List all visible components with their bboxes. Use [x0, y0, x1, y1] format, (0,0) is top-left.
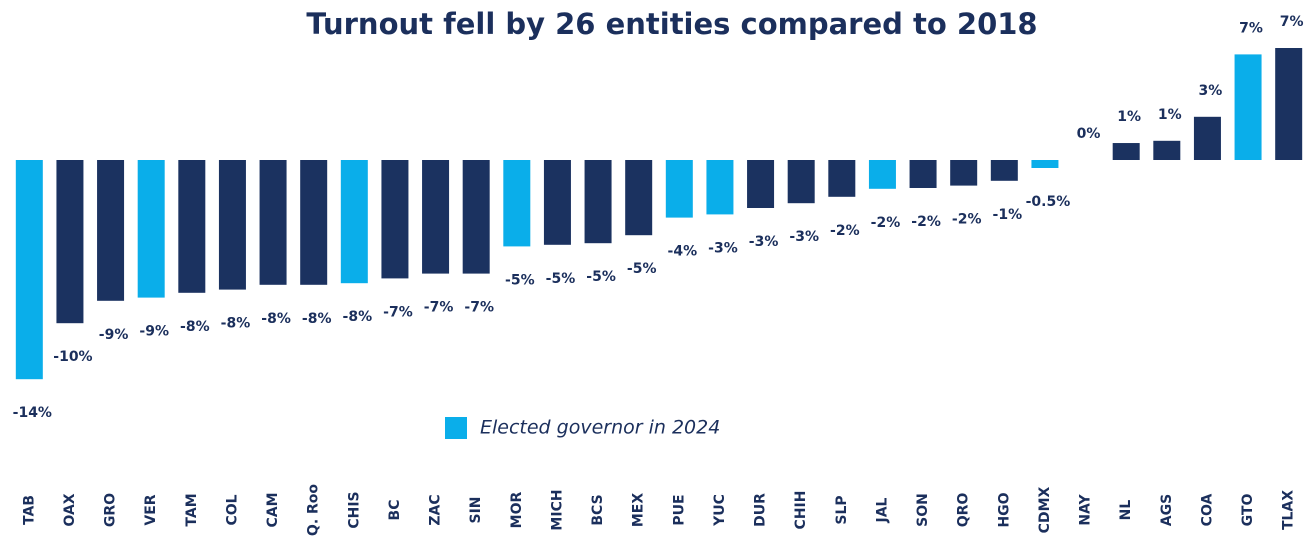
bar — [909, 160, 937, 188]
value-label: -8% — [180, 319, 210, 335]
bar — [990, 160, 1018, 181]
value-label: 0% — [1077, 126, 1101, 142]
x-tick-label: CHIH — [793, 491, 809, 530]
x-tick-label: BC — [387, 500, 403, 521]
value-label: 7% — [1280, 14, 1304, 30]
bar — [381, 160, 409, 279]
x-tick-label: NAY — [1078, 493, 1094, 525]
value-label: -3% — [789, 229, 819, 245]
legend-swatch — [445, 417, 467, 439]
x-tick-label: YUC — [712, 494, 728, 527]
x-tick-label: GRO — [103, 493, 119, 527]
x-tick-label: SIN — [468, 496, 484, 523]
x-tick-label: QRO — [956, 493, 972, 528]
value-label: 1% — [1117, 109, 1141, 125]
bar — [503, 160, 531, 247]
chart-title: Turnout fell by 26 entities compared to … — [306, 7, 1037, 41]
value-label: -10% — [53, 349, 92, 365]
legend-label: Elected governor in 2024 — [480, 417, 720, 439]
bar — [422, 160, 450, 274]
value-label: -3% — [708, 240, 738, 256]
bar — [1234, 54, 1262, 160]
x-tick-label: SLP — [834, 495, 850, 524]
bar — [56, 160, 84, 324]
x-tick-label: ZAC — [428, 494, 444, 525]
value-label: 3% — [1199, 83, 1223, 99]
x-tick-label: TAM — [184, 493, 200, 526]
x-tick-label: HGO — [996, 492, 1012, 527]
value-label: -3% — [749, 234, 779, 250]
value-label: -0.5% — [1026, 194, 1071, 210]
x-tick-label: JAL — [874, 497, 890, 523]
x-tick-label: COA — [1199, 494, 1215, 527]
x-tick-label: VER — [143, 494, 159, 525]
value-label: -2% — [871, 215, 901, 231]
bar — [706, 160, 734, 215]
value-label: -5% — [586, 269, 616, 285]
value-label: -8% — [261, 311, 291, 327]
x-tick-label: PUE — [671, 494, 687, 525]
x-tick-label: OAX — [62, 493, 78, 526]
value-label: -2% — [830, 223, 860, 239]
bar — [665, 160, 693, 218]
bar — [178, 160, 206, 293]
value-label: -5% — [546, 271, 576, 287]
x-tick-label: CDMX — [1037, 486, 1053, 533]
value-label: -2% — [952, 212, 982, 228]
bar — [584, 160, 612, 244]
value-label: -8% — [343, 309, 373, 325]
value-label: -1% — [993, 207, 1023, 223]
bar — [543, 160, 571, 245]
value-label: -8% — [221, 316, 251, 332]
x-tick-label: TLAX — [1281, 490, 1297, 530]
x-tick-label: NL — [1118, 500, 1134, 521]
value-label: -7% — [424, 300, 454, 316]
x-tick-label: Q. Roo — [306, 484, 322, 536]
x-tick-label: DUR — [753, 493, 769, 527]
x-tick-label: MOR — [509, 491, 525, 528]
value-label: -9% — [99, 327, 129, 343]
value-label: -8% — [302, 311, 332, 327]
x-tick-label: BCS — [590, 494, 606, 525]
bar — [625, 160, 653, 236]
bar — [462, 160, 490, 274]
value-label: -5% — [505, 272, 535, 288]
value-label: -4% — [668, 244, 698, 260]
bar — [747, 160, 775, 208]
bar — [868, 160, 896, 189]
bar — [1031, 160, 1059, 168]
bar — [137, 160, 165, 298]
x-tick-label: MICH — [549, 489, 565, 530]
value-label: -7% — [464, 300, 494, 316]
value-label: -9% — [139, 324, 169, 340]
value-label: -2% — [911, 214, 941, 230]
bar — [259, 160, 287, 285]
bar — [1193, 116, 1221, 160]
bar — [15, 160, 43, 380]
bar — [300, 160, 328, 285]
x-tick-label: AGS — [1159, 494, 1175, 526]
bar — [1275, 48, 1303, 160]
x-tick-label: COL — [224, 494, 240, 525]
x-tick-label: TAB — [21, 495, 37, 525]
value-label: -7% — [383, 304, 413, 320]
bar — [950, 160, 978, 186]
value-label: 7% — [1239, 20, 1263, 36]
bar — [97, 160, 125, 301]
x-tick-label: MEX — [631, 493, 647, 527]
bar — [340, 160, 368, 284]
bar — [828, 160, 856, 197]
x-tick-label: CHIS — [346, 491, 362, 528]
bar — [1153, 140, 1181, 160]
x-tick-label: SON — [915, 493, 931, 527]
value-label: 1% — [1158, 107, 1182, 123]
x-tick-label: GTO — [1240, 494, 1256, 527]
value-label: -5% — [627, 261, 657, 277]
bar — [218, 160, 246, 290]
bar — [1112, 143, 1140, 160]
x-tick-label: CAM — [265, 492, 281, 527]
bar — [787, 160, 815, 204]
value-label: -14% — [13, 405, 52, 421]
